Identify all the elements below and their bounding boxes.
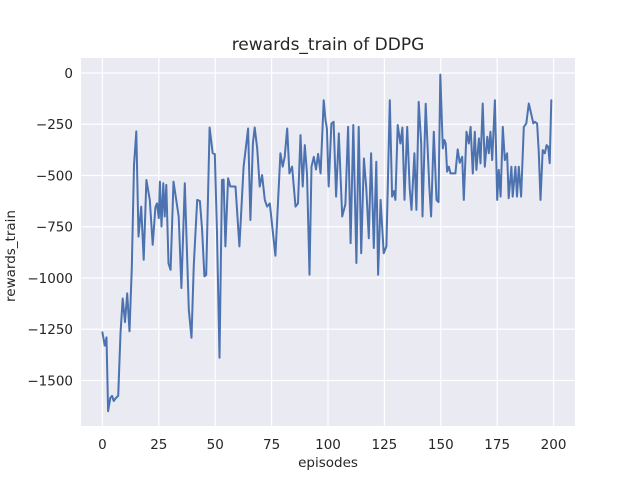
y-tick-label: −500 [36,168,73,184]
chart-title: rewards_train of DDPG [232,35,425,55]
y-tick-label: 0 [64,66,73,82]
x-tick-label: 50 [207,437,224,453]
tick-labels: 0 25 50 75 100 125 150 175 200 0 −250 −500 −750 −1000… [27,66,566,453]
x-tick-label: 0 [98,437,107,453]
x-tick-label: 125 [372,437,398,453]
y-tick-label: −750 [36,220,73,236]
y-tick-label: −250 [36,117,73,133]
y-tick-label: −1500 [27,373,73,389]
series-line [101,73,553,413]
x-tick-label: 75 [263,437,280,453]
x-tick-label: 200 [541,437,567,453]
y-tick-label: −1000 [27,271,73,287]
x-tick-label: 25 [150,437,167,453]
x-tick-label: 150 [428,437,454,453]
x-tick-label: 175 [484,437,510,453]
y-tick-label: −1250 [27,322,73,338]
x-axis-label: episodes [298,455,358,471]
data-series [101,73,553,413]
x-tick-label: 100 [315,437,341,453]
y-axis-label: rewards_train [3,210,19,302]
